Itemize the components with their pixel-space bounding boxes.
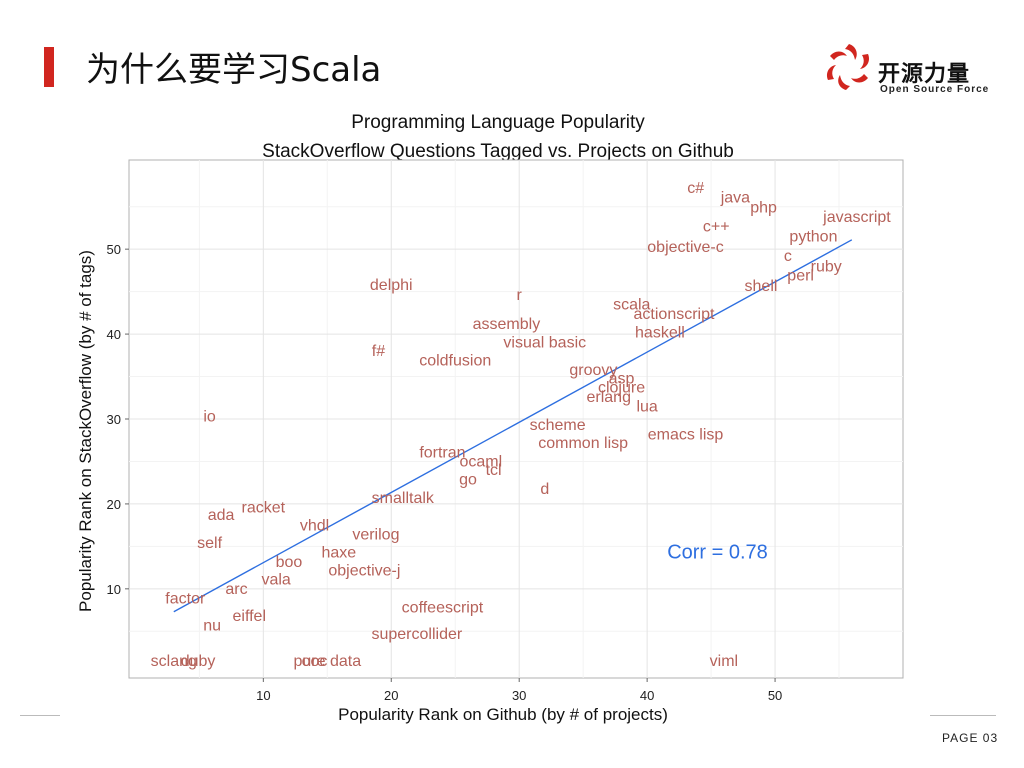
point-label: c++: [703, 218, 730, 235]
logo-english-text: Open Source Force: [880, 84, 990, 95]
point-label: vhdl: [300, 517, 329, 534]
point-label: tcl: [486, 462, 502, 479]
y-tick-label: 50: [107, 242, 121, 257]
point-label: ooc: [302, 653, 328, 670]
correlation-annotation: Corr = 0.78: [667, 541, 768, 563]
y-axis-label: Popularity Rank on StackOverflow (by # o…: [76, 250, 95, 612]
point-label: scala: [613, 297, 650, 314]
point-label: supercollider: [371, 626, 462, 643]
point-label: scheme: [530, 417, 586, 434]
point-label: ada: [208, 507, 235, 524]
point-label: r: [517, 287, 523, 304]
point-label: io: [203, 409, 216, 426]
point-label: shell: [745, 278, 778, 295]
point-label: haxe: [321, 544, 356, 561]
logo-swirl-icon: [826, 44, 870, 90]
point-label: objective-c: [647, 239, 723, 256]
point-label: verilog: [352, 527, 399, 544]
point-label: c: [784, 248, 792, 265]
point-label: coffeescript: [402, 600, 484, 617]
x-tick-label: 50: [768, 688, 782, 703]
page-number: PAGE 03: [942, 731, 999, 745]
point-label: ocaml: [459, 454, 502, 471]
y-tick-label: 40: [107, 327, 121, 342]
point-label: go: [459, 471, 477, 488]
point-label: viml: [710, 653, 738, 670]
point-label: racket: [242, 499, 286, 516]
y-tick-label: 10: [107, 582, 121, 597]
point-label: lua: [636, 398, 657, 415]
x-tick-label: 40: [640, 688, 654, 703]
point-label: delphi: [370, 277, 413, 294]
point-label: ruby: [811, 258, 842, 275]
point-label: c#: [687, 180, 704, 197]
point-label: erlang: [587, 389, 631, 406]
y-tick-label: 20: [107, 497, 121, 512]
point-label: coldfusion: [419, 353, 491, 370]
point-label: java: [720, 190, 750, 207]
point-label: sclang: [151, 653, 197, 670]
y-tick-label: 30: [107, 412, 121, 427]
point-label: eiffel: [233, 608, 267, 625]
chart-subtitle: StackOverflow Questions Tagged vs. Proje…: [262, 141, 734, 162]
point-label: emacs lisp: [648, 426, 724, 443]
point-label: common lisp: [538, 435, 628, 452]
point-label: smalltalk: [372, 490, 435, 507]
point-label: haskell: [635, 325, 685, 342]
footer-rule-left: [20, 715, 60, 716]
logo-chinese-text: 开源力量: [878, 62, 971, 87]
point-label: visual basic: [503, 335, 586, 352]
point-label: fortran: [419, 444, 465, 461]
point-label: boo: [276, 554, 303, 571]
point-label: actionscript: [634, 306, 715, 323]
chart-title: Programming Language Popularity: [351, 112, 645, 133]
point-label: duby: [181, 653, 216, 670]
point-label: d: [540, 481, 549, 498]
regression-line: [173, 239, 853, 613]
point-label: python: [789, 229, 837, 246]
point-label: arc: [225, 581, 247, 598]
logo: 开源力量 Open Source Force: [818, 36, 998, 98]
point-label: perl: [787, 268, 814, 285]
point-label: self: [197, 535, 222, 552]
point-label: objective-j: [328, 562, 400, 579]
footer-rule-right: [930, 715, 996, 716]
point-label: php: [750, 200, 777, 217]
point-label: asp: [609, 370, 635, 387]
x-tick-label: 30: [512, 688, 526, 703]
point-label: factor: [165, 590, 206, 607]
point-label: f#: [372, 343, 385, 360]
point-label: pure data: [293, 653, 361, 670]
title-accent-bar: [44, 47, 54, 87]
x-tick-label: 10: [256, 688, 270, 703]
point-label: javascript: [822, 209, 891, 226]
slide-title: 为什么要学习Scala: [86, 50, 382, 90]
point-label: clojure: [598, 380, 645, 397]
point-label: groovy: [569, 362, 617, 379]
point-label: assembly: [473, 316, 541, 333]
point-label: vala: [261, 572, 290, 589]
x-axis-label: Popularity Rank on Github (by # of proje…: [338, 705, 668, 724]
x-tick-label: 20: [384, 688, 398, 703]
point-label: nu: [203, 618, 221, 635]
